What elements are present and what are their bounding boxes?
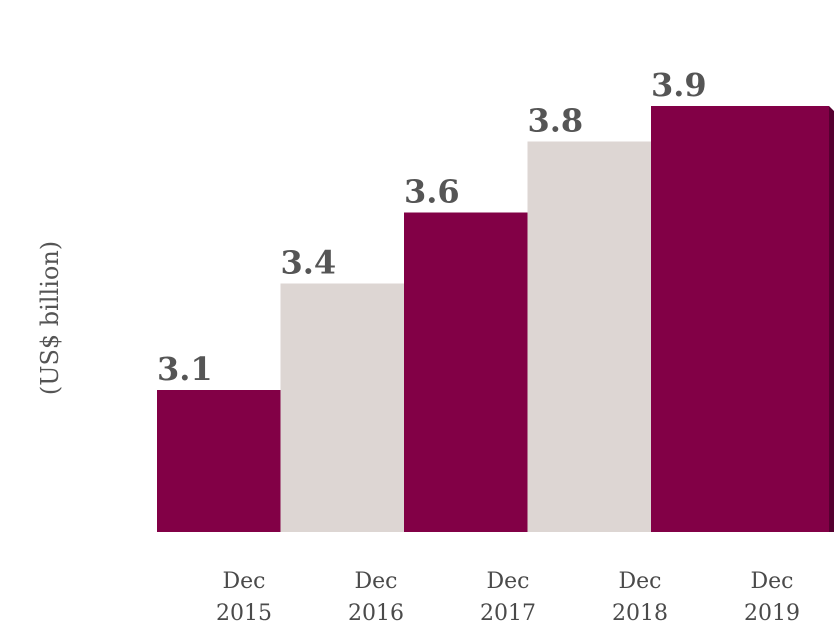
bar-side-4 [829,106,834,532]
x-tick-label-4: Dec 2019 [744,569,800,626]
value-label-4: 3.9 [651,66,707,104]
bars-group [157,106,834,532]
x-tick-label-3: Dec 2018 [612,569,668,626]
x-tick-label-line: 2018 [612,601,668,626]
x-tick-label-line: 2016 [348,601,404,626]
x-tick-label-line: Dec [619,569,662,594]
x-tick-label-line: Dec [751,569,794,594]
value-label-2: 3.6 [404,173,460,211]
x-tick-label-line: 2019 [744,601,800,626]
x-tick-label-0: Dec 2015 [216,569,272,626]
x-tick-label-2: Dec 2017 [480,569,536,626]
value-label-1: 3.4 [281,244,337,282]
value-labels-group: 3.1 3.4 3.6 3.8 3.9 [157,66,707,388]
x-tick-label-line: 2015 [216,601,272,626]
x-tick-label-line: Dec [355,569,398,594]
bar-4 [651,106,834,532]
x-tick-labels-group: Dec 2015 Dec 2016 Dec 2017 Dec 2018 Dec 2019 [216,569,800,626]
value-label-0: 3.1 [157,350,213,388]
value-label-3: 3.8 [528,102,584,140]
bar-face-4 [651,106,829,532]
x-tick-label-line: Dec [487,569,530,594]
x-tick-label-line: 2017 [480,601,536,626]
x-tick-label-1: Dec 2016 [348,569,404,626]
y-axis-label: (US$ billion) [36,241,64,395]
x-tick-label-line: Dec [223,569,266,594]
